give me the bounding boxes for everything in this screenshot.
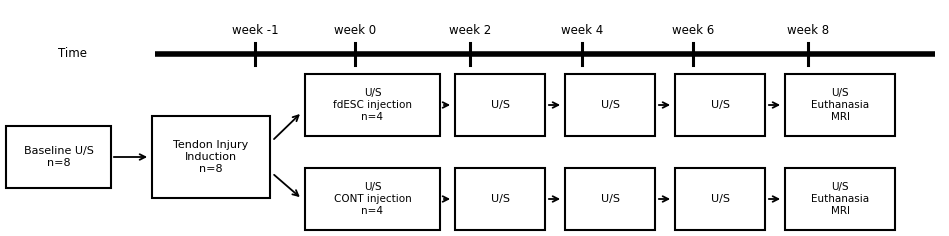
Text: week 4: week 4 — [561, 24, 604, 37]
Text: U/S: U/S — [711, 100, 730, 110]
Text: U/S: U/S — [491, 194, 510, 204]
Text: week -1: week -1 — [232, 24, 278, 37]
Text: U/S
Euthanasia
MRI: U/S Euthanasia MRI — [811, 182, 869, 216]
FancyBboxPatch shape — [785, 168, 895, 230]
Text: U/S: U/S — [491, 100, 510, 110]
FancyBboxPatch shape — [305, 168, 440, 230]
Text: U/S
CONT injection
n=4: U/S CONT injection n=4 — [334, 182, 411, 216]
Text: week 2: week 2 — [449, 24, 492, 37]
Text: Tendon Injury
Induction
n=8: Tendon Injury Induction n=8 — [174, 140, 249, 174]
Text: Baseline U/S
n=8: Baseline U/S n=8 — [24, 146, 93, 168]
FancyBboxPatch shape — [6, 126, 111, 188]
Text: U/S: U/S — [601, 100, 620, 110]
FancyBboxPatch shape — [455, 168, 545, 230]
Text: U/S
fdESC injection
n=4: U/S fdESC injection n=4 — [333, 88, 412, 122]
FancyBboxPatch shape — [152, 116, 270, 198]
FancyBboxPatch shape — [565, 168, 655, 230]
Text: week 6: week 6 — [672, 24, 715, 37]
FancyBboxPatch shape — [785, 74, 895, 136]
FancyBboxPatch shape — [305, 74, 440, 136]
Text: week 8: week 8 — [787, 24, 829, 37]
FancyBboxPatch shape — [455, 74, 545, 136]
Text: week 0: week 0 — [334, 24, 376, 37]
Text: U/S: U/S — [601, 194, 620, 204]
FancyBboxPatch shape — [675, 74, 765, 136]
FancyBboxPatch shape — [675, 168, 765, 230]
FancyBboxPatch shape — [565, 74, 655, 136]
Text: Time: Time — [58, 47, 86, 60]
Text: U/S: U/S — [711, 194, 730, 204]
Text: U/S
Euthanasia
MRI: U/S Euthanasia MRI — [811, 88, 869, 122]
